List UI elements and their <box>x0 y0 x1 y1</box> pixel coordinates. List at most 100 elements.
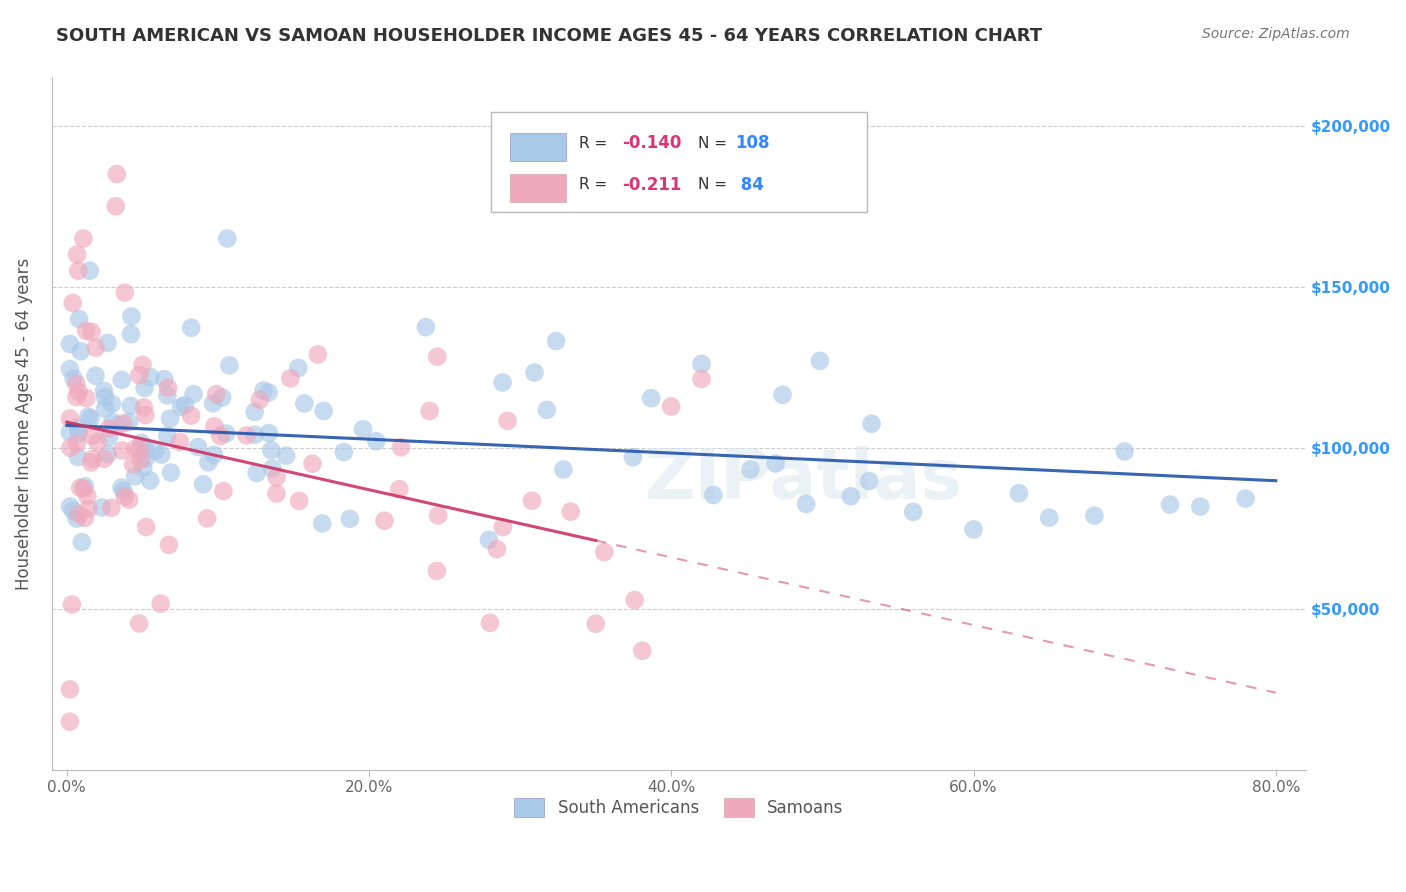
Point <box>124 469 146 483</box>
Point <box>135 442 157 457</box>
Point <box>65 390 87 404</box>
Point <box>252 384 274 398</box>
Point <box>84 368 107 383</box>
Point <box>93 451 115 466</box>
Point <box>1083 508 1105 523</box>
Text: -0.140: -0.140 <box>623 134 682 153</box>
Point <box>62 371 84 385</box>
Text: 84: 84 <box>735 176 765 194</box>
Point <box>1008 486 1031 500</box>
Legend: South Americans, Samoans: South Americans, Samoans <box>508 791 851 824</box>
Point <box>262 461 284 475</box>
Point <box>135 520 157 534</box>
Point <box>191 477 214 491</box>
Point <box>839 489 862 503</box>
FancyBboxPatch shape <box>509 133 567 161</box>
Point <box>187 440 209 454</box>
Point <box>72 231 94 245</box>
Point <box>67 263 90 277</box>
Point <box>623 593 645 607</box>
Point <box>195 511 218 525</box>
Point <box>205 387 228 401</box>
Point <box>96 335 118 350</box>
Point <box>118 492 141 507</box>
Point <box>426 564 449 578</box>
Point <box>66 436 89 450</box>
Point <box>79 263 101 277</box>
Point <box>765 457 787 471</box>
Point <box>202 396 225 410</box>
Point <box>257 385 280 400</box>
Point <box>120 399 142 413</box>
Point <box>496 414 519 428</box>
Point <box>79 411 101 425</box>
Point <box>690 372 713 386</box>
Point <box>593 545 616 559</box>
Point <box>67 421 90 435</box>
Point <box>93 384 115 398</box>
Point <box>73 479 96 493</box>
FancyBboxPatch shape <box>491 112 868 212</box>
Point <box>312 404 335 418</box>
Point <box>215 426 238 441</box>
Text: Source: ZipAtlas.com: Source: ZipAtlas.com <box>1202 27 1350 41</box>
Point <box>740 462 762 476</box>
Point <box>139 370 162 384</box>
Point <box>808 354 831 368</box>
Text: R =: R = <box>578 178 612 193</box>
Point <box>1038 510 1060 524</box>
Point <box>97 421 120 435</box>
Point <box>373 514 395 528</box>
Point <box>174 398 197 412</box>
Point <box>69 481 91 495</box>
Point <box>76 489 98 503</box>
Point <box>77 409 100 424</box>
Point <box>249 392 271 407</box>
Point <box>59 714 82 729</box>
Point <box>170 400 193 414</box>
Point <box>90 500 112 515</box>
Point <box>183 387 205 401</box>
Point <box>159 411 181 425</box>
Point <box>114 285 136 300</box>
Point <box>66 450 89 464</box>
Point <box>478 615 501 630</box>
Point <box>134 381 156 395</box>
Point <box>110 481 132 495</box>
Point <box>491 376 513 390</box>
Point <box>104 199 127 213</box>
Point <box>120 327 142 342</box>
Point <box>157 538 180 552</box>
Point <box>266 486 288 500</box>
Point <box>659 400 682 414</box>
Point <box>132 460 155 475</box>
Point <box>67 312 90 326</box>
Point <box>118 415 141 429</box>
Point <box>59 682 82 697</box>
Point <box>266 470 288 484</box>
Point <box>59 500 82 514</box>
Point <box>301 457 323 471</box>
Point <box>209 429 232 443</box>
Point <box>105 167 128 181</box>
Point <box>80 325 103 339</box>
Point <box>87 435 110 450</box>
Point <box>292 396 315 410</box>
Point <box>260 443 283 458</box>
Point <box>794 497 817 511</box>
FancyBboxPatch shape <box>509 175 567 202</box>
Point <box>111 443 134 458</box>
Point <box>67 425 90 440</box>
Point <box>94 390 117 404</box>
Point <box>97 447 120 461</box>
Point <box>243 427 266 442</box>
Point <box>352 422 374 436</box>
Point <box>128 616 150 631</box>
Point <box>134 408 156 422</box>
Point <box>131 358 153 372</box>
Point <box>520 493 543 508</box>
Point <box>202 448 225 462</box>
Point <box>59 411 82 425</box>
Point <box>962 523 984 537</box>
Point <box>62 296 84 310</box>
